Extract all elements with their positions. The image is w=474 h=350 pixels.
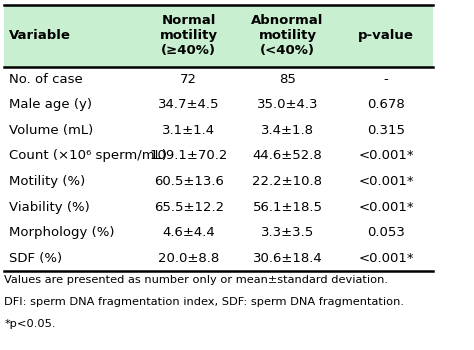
Text: 3.1±1.4: 3.1±1.4 <box>162 124 215 137</box>
Text: *p<0.05.: *p<0.05. <box>4 319 56 329</box>
Text: 22.2±10.8: 22.2±10.8 <box>253 175 322 188</box>
Text: 72: 72 <box>180 73 197 86</box>
Text: 56.1±18.5: 56.1±18.5 <box>253 201 322 214</box>
Text: <0.001*: <0.001* <box>358 201 414 214</box>
Text: SDF (%): SDF (%) <box>9 252 62 265</box>
Text: <0.001*: <0.001* <box>358 149 414 162</box>
Text: DFI: sperm DNA fragmentation index, SDF: sperm DNA fragmentation.: DFI: sperm DNA fragmentation index, SDF:… <box>4 297 404 307</box>
Text: p-value: p-value <box>358 29 414 42</box>
Text: <0.001*: <0.001* <box>358 175 414 188</box>
Text: 35.0±4.3: 35.0±4.3 <box>257 98 318 111</box>
Text: 109.1±70.2: 109.1±70.2 <box>150 149 228 162</box>
Text: Morphology (%): Morphology (%) <box>9 226 114 239</box>
Text: 4.6±4.4: 4.6±4.4 <box>163 226 215 239</box>
Text: <0.001*: <0.001* <box>358 252 414 265</box>
Text: 3.4±1.8: 3.4±1.8 <box>261 124 314 137</box>
Text: 20.0±8.8: 20.0±8.8 <box>158 252 219 265</box>
Text: Normal
motility
(≥40%): Normal motility (≥40%) <box>160 14 218 57</box>
Text: 0.678: 0.678 <box>367 98 405 111</box>
Text: 0.053: 0.053 <box>367 226 405 239</box>
Text: 0.315: 0.315 <box>367 124 405 137</box>
Text: 3.3±3.5: 3.3±3.5 <box>261 226 314 239</box>
Text: No. of case: No. of case <box>9 73 82 86</box>
Text: 85: 85 <box>279 73 296 86</box>
Text: 60.5±13.6: 60.5±13.6 <box>154 175 224 188</box>
Text: 30.6±18.4: 30.6±18.4 <box>253 252 322 265</box>
Text: Viability (%): Viability (%) <box>9 201 90 214</box>
Text: -: - <box>384 73 389 86</box>
Text: Values are presented as number only or mean±standard deviation.: Values are presented as number only or m… <box>4 275 388 285</box>
Text: 44.6±52.8: 44.6±52.8 <box>253 149 322 162</box>
Text: Volume (mL): Volume (mL) <box>9 124 93 137</box>
Text: 34.7±4.5: 34.7±4.5 <box>158 98 219 111</box>
Text: Variable: Variable <box>9 29 71 42</box>
Text: 65.5±12.2: 65.5±12.2 <box>154 201 224 214</box>
Text: Motility (%): Motility (%) <box>9 175 85 188</box>
Bar <box>4 5 433 66</box>
Text: Count (×10⁶ sperm/mL): Count (×10⁶ sperm/mL) <box>9 149 167 162</box>
Text: Abnormal
motility
(<40%): Abnormal motility (<40%) <box>251 14 324 57</box>
Text: Male age (y): Male age (y) <box>9 98 92 111</box>
